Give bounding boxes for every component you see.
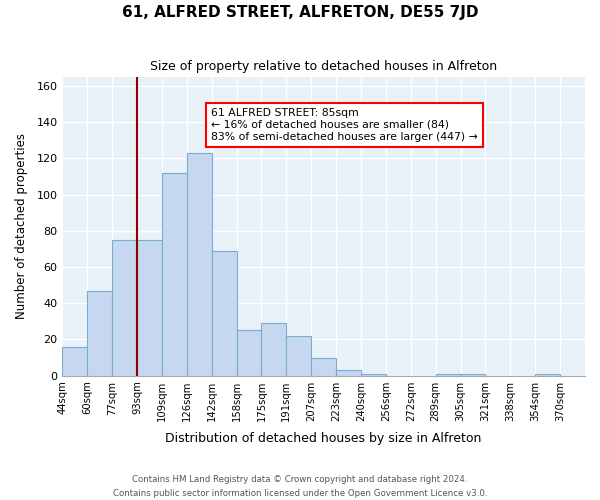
Bar	[87, 290, 112, 376]
Title: Size of property relative to detached houses in Alfreton: Size of property relative to detached ho…	[150, 60, 497, 73]
Text: Contains HM Land Registry data © Crown copyright and database right 2024.
Contai: Contains HM Land Registry data © Crown c…	[113, 476, 487, 498]
Bar	[436, 374, 461, 376]
Bar	[137, 240, 162, 376]
Bar	[535, 374, 560, 376]
Y-axis label: Number of detached properties: Number of detached properties	[15, 134, 28, 320]
Text: 61 ALFRED STREET: 85sqm
← 16% of detached houses are smaller (84)
83% of semi-de: 61 ALFRED STREET: 85sqm ← 16% of detache…	[211, 108, 478, 142]
Bar	[361, 374, 386, 376]
Bar	[112, 240, 137, 376]
Bar	[162, 173, 187, 376]
Bar	[262, 323, 286, 376]
Bar	[336, 370, 361, 376]
Text: 61, ALFRED STREET, ALFRETON, DE55 7JD: 61, ALFRED STREET, ALFRETON, DE55 7JD	[122, 5, 478, 20]
Bar	[236, 330, 262, 376]
Bar	[461, 374, 485, 376]
X-axis label: Distribution of detached houses by size in Alfreton: Distribution of detached houses by size …	[166, 432, 482, 445]
Bar	[286, 336, 311, 376]
Bar	[187, 153, 212, 376]
Bar	[62, 346, 87, 376]
Bar	[311, 358, 336, 376]
Bar	[212, 250, 236, 376]
